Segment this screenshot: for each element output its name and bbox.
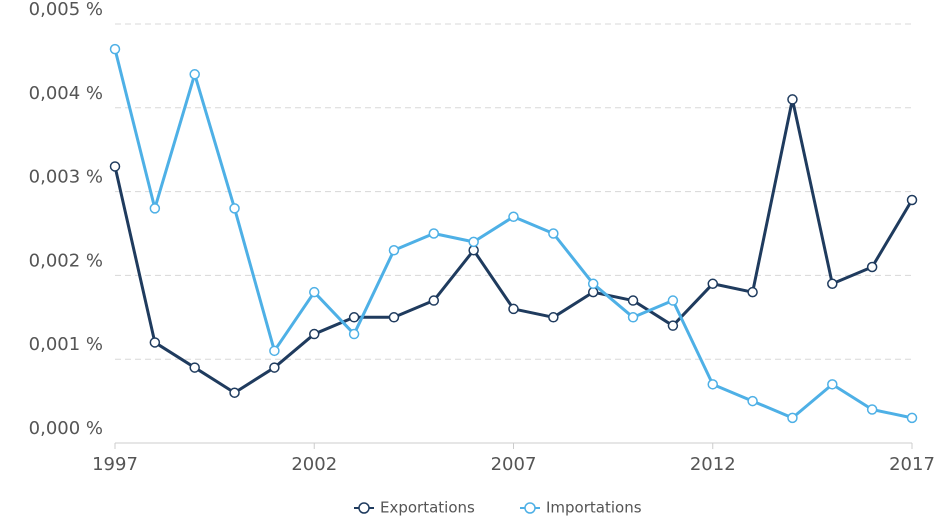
point [109, 161, 121, 172]
point [747, 286, 758, 298]
point [388, 312, 400, 323]
y-tick-label: 0,005 % [29, 0, 103, 20]
point [667, 320, 679, 331]
point [189, 69, 200, 80]
point [109, 43, 121, 55]
point [149, 337, 161, 348]
point [866, 261, 878, 273]
point [309, 286, 320, 298]
x-tick-label: 2012 [690, 454, 736, 475]
point [388, 245, 400, 256]
legend-item: Importations [520, 499, 642, 517]
point [747, 395, 758, 407]
point [787, 412, 798, 424]
point [627, 295, 639, 306]
legend-label: Importations [546, 499, 642, 517]
x-tick-label: 2017 [889, 454, 935, 475]
point [189, 362, 200, 373]
point [587, 278, 599, 290]
point [707, 379, 718, 390]
y-tick-label: 0,000 % [29, 418, 103, 439]
y-tick-label: 0,004 % [29, 83, 103, 104]
legend-item: Exportations [354, 499, 475, 517]
x-tick-label: 1997 [92, 454, 138, 475]
legend-marker [358, 502, 370, 514]
point [508, 303, 519, 315]
point [309, 328, 320, 340]
point [348, 312, 360, 323]
point [787, 94, 798, 105]
point [269, 362, 280, 373]
point [428, 295, 440, 306]
point [866, 404, 878, 415]
point [548, 312, 559, 323]
y-tick-label: 0,001 % [29, 334, 103, 355]
series-line [113, 97, 914, 395]
point [548, 228, 559, 239]
point [906, 194, 918, 206]
x-tick-label: 2007 [491, 454, 537, 475]
point [508, 211, 519, 222]
point [229, 387, 240, 398]
point [667, 295, 679, 306]
point [229, 203, 240, 214]
point [707, 278, 718, 290]
y-tick-label: 0,002 % [29, 250, 103, 271]
point [906, 412, 918, 424]
y-tick-label: 0,003 % [29, 167, 103, 188]
point [468, 236, 479, 248]
point [827, 379, 838, 390]
point [627, 312, 639, 323]
point [827, 278, 838, 290]
legend-marker [524, 502, 536, 514]
point [149, 203, 161, 214]
x-tick-label: 2002 [291, 454, 337, 475]
legend-label: Exportations [380, 499, 475, 517]
point [428, 228, 440, 239]
point [269, 345, 280, 357]
point [348, 328, 360, 340]
